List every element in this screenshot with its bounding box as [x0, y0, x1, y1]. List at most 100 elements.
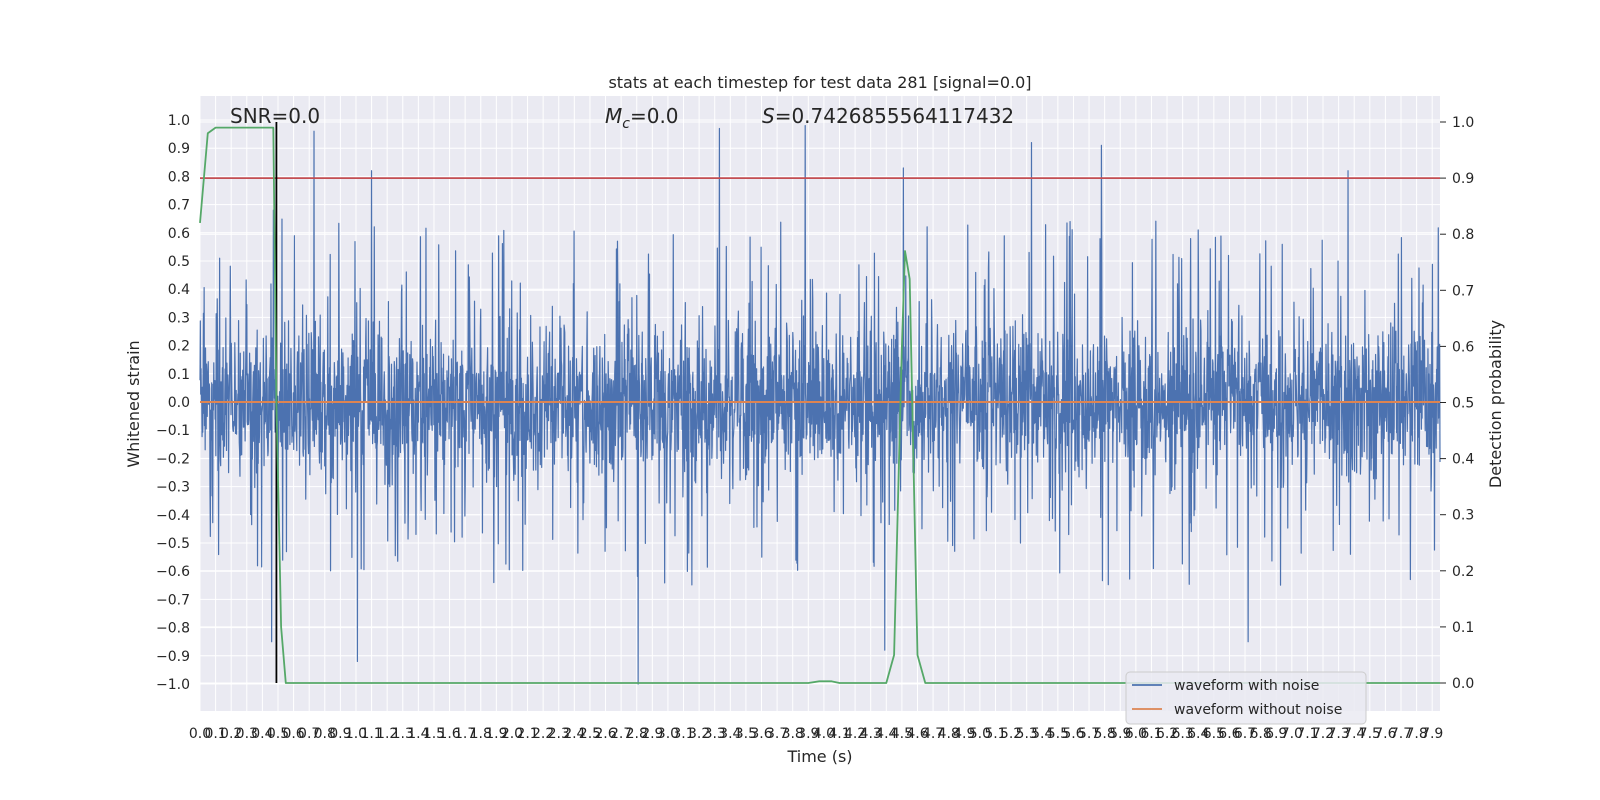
y-left-tick-label: −0.5 [156, 536, 190, 552]
x-tick-label: 6.7 [1234, 726, 1256, 742]
x-tick-label: 1.5 [423, 726, 445, 742]
x-tick-label: 3.2 [688, 726, 710, 742]
x-tick-label: 4.5 [891, 726, 913, 742]
plot-area [199, 96, 1441, 711]
y-right-tick-label: 0.8 [1452, 227, 1474, 243]
x-tick-label: 4.8 [938, 726, 960, 742]
x-tick-label: 3.0 [657, 726, 679, 742]
y-left-tick-label: −1.0 [156, 677, 190, 693]
x-tick-label: 0.2 [220, 726, 242, 742]
x-tick-label: 1.2 [376, 726, 398, 742]
x-tick-label: 3.7 [766, 726, 788, 742]
x-tick-label: 2.5 [579, 726, 601, 742]
y-left-tick-label: −0.1 [156, 423, 190, 439]
y-right-tick-label: 0.2 [1452, 564, 1474, 580]
x-tick-label: 0.6 [282, 726, 304, 742]
y-left-tick-label: −0.7 [156, 592, 190, 608]
x-tick-label: 2.3 [548, 726, 570, 742]
y-right-tick-label: 0.0 [1452, 676, 1474, 692]
y-left-tick-label: 0.9 [168, 141, 190, 157]
x-tick-label: 0.9 [329, 726, 351, 742]
x-tick-label: 4.2 [844, 726, 866, 742]
x-tick-label: 6.6 [1218, 726, 1240, 742]
y-left-tick-label: 0.5 [168, 254, 190, 270]
legend-box [1125, 671, 1367, 725]
x-tick-label: 4.7 [922, 726, 944, 742]
x-tick-label: 5.6 [1062, 726, 1084, 742]
y-right-tick-label: 0.4 [1452, 452, 1474, 468]
x-tick-label: 4.3 [860, 726, 882, 742]
waveform-with-noise-series [199, 125, 1441, 685]
x-tick-label: 4.6 [906, 726, 928, 742]
x-tick-label: 0.1 [204, 726, 226, 742]
x-tick-label: 7.2 [1312, 726, 1334, 742]
x-tick-label: 4.0 [813, 726, 835, 742]
y-left-tick-label: −0.8 [156, 621, 190, 637]
y-right-tick-label: 0.6 [1452, 339, 1474, 355]
x-tick-label: 5.9 [1109, 726, 1131, 742]
x-tick-label: 5.8 [1094, 726, 1116, 742]
x-tick-label: 2.9 [641, 726, 663, 742]
x-tick-label: 3.6 [750, 726, 772, 742]
x-tick-label: 5.0 [969, 726, 991, 742]
x-tick-label: 7.0 [1281, 726, 1303, 742]
y-left-tick-label: −0.9 [156, 649, 190, 665]
y-axis-left-ticks: 1.0 0.9 0.8 0.7 0.6 0.5 0.4 0.3 0.2 0.1 0.0 −0.1 −0.… [156, 113, 190, 693]
x-tick-label: 4.1 [828, 726, 850, 742]
x-tick-label: 2.7 [610, 726, 632, 742]
x-tick-label: 7.8 [1405, 726, 1427, 742]
x-tick-label: 7.9 [1421, 726, 1443, 742]
x-tick-label: 2.0 [501, 726, 523, 742]
x-tick-label: 2.8 [626, 726, 648, 742]
x-tick-label: 0.5 [267, 726, 289, 742]
x-tick-label: 1.8 [470, 726, 492, 742]
x-tick-label: 4.9 [953, 726, 975, 742]
x-tick-label: 2.4 [563, 726, 585, 742]
x-tick-label: 6.2 [1156, 726, 1178, 742]
y-left-tick-label: 0.1 [168, 367, 190, 383]
snr-annotation: SNR=0.0 [230, 104, 320, 128]
x-tick-label: 0.8 [314, 726, 336, 742]
x-tick-label: 6.4 [1187, 726, 1209, 742]
x-tick-label: 0.7 [298, 726, 320, 742]
y-left-tick-label: −0.3 [156, 480, 190, 496]
x-tick-label: 1.0 [345, 726, 367, 742]
x-tick-label: 1.1 [360, 726, 382, 742]
x-tick-label: 7.6 [1374, 726, 1396, 742]
y-left-tick-label: 0.8 [168, 169, 190, 185]
y-left-tick-label: 0.3 [168, 310, 190, 326]
x-tick-label: 7.1 [1296, 726, 1318, 742]
chirp-mass-annotation: Mc=0.0 [605, 104, 679, 132]
x-tick-label: 0.4 [251, 726, 273, 742]
y-left-tick-label: −0.6 [156, 564, 190, 580]
x-tick-label: 3.8 [782, 726, 804, 742]
y-right-tick-label: 0.1 [1452, 620, 1474, 636]
x-tick-label: 1.9 [485, 726, 507, 742]
y-right-tick-label: 1.0 [1452, 115, 1474, 131]
x-axis-ticks: 0.00.10.20.30.40.50.60.70.80.91.01.11.21… [189, 726, 1443, 742]
y-right-tick-label: 0.9 [1452, 171, 1474, 187]
x-tick-label: 6.8 [1249, 726, 1271, 742]
chart-title: stats at each timestep for test data 281… [608, 73, 1031, 92]
y-left-tick-label: −0.4 [156, 508, 190, 524]
x-tick-label: 7.4 [1343, 726, 1365, 742]
x-tick-label: 2.6 [594, 726, 616, 742]
detection-probability-series [199, 126, 1440, 684]
x-tick-label: 3.9 [797, 726, 819, 742]
x-tick-label: 5.1 [984, 726, 1006, 742]
x-tick-label: 5.5 [1047, 726, 1069, 742]
x-axis-label: Time (s) [786, 747, 852, 766]
x-tick-label: 1.7 [454, 726, 476, 742]
x-tick-label: 1.3 [392, 726, 414, 742]
y-left-tick-label: 1.0 [168, 113, 190, 129]
x-tick-label: 0.0 [189, 726, 211, 742]
x-tick-label: 3.5 [735, 726, 757, 742]
y-right-tick-label: 0.3 [1452, 508, 1474, 524]
x-tick-label: 2.2 [532, 726, 554, 742]
legend: waveform with noise waveform without noi… [1125, 671, 1367, 725]
y-right-tick-label: 0.7 [1452, 283, 1474, 299]
legend-label-clean: waveform without noise [1174, 702, 1342, 718]
x-tick-label: 6.1 [1140, 726, 1162, 742]
x-tick-label: 6.5 [1203, 726, 1225, 742]
